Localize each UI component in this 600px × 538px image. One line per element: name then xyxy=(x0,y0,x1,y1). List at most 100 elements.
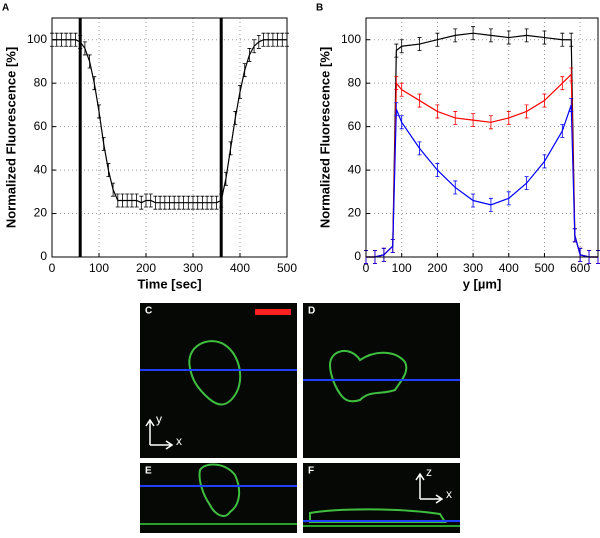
error-bar xyxy=(488,197,493,212)
x-tick-label: 500 xyxy=(534,261,554,275)
x-tick-label: 200 xyxy=(136,261,156,275)
error-bar xyxy=(488,28,493,43)
error-bar xyxy=(252,39,257,54)
cell-c xyxy=(188,340,242,406)
error-bar xyxy=(233,111,238,125)
error-bar xyxy=(435,163,440,178)
error-bar xyxy=(209,195,214,210)
error-bar xyxy=(228,141,233,156)
error-bar xyxy=(87,54,92,69)
error-bar xyxy=(417,93,422,108)
y-tick-label: 40 xyxy=(348,162,362,176)
error-bar xyxy=(560,124,565,138)
error-bar xyxy=(542,154,547,169)
x-tick-label: 400 xyxy=(499,261,519,275)
error-bar xyxy=(158,195,163,210)
error-bar xyxy=(524,176,529,191)
x-tick-label: 0 xyxy=(363,261,370,275)
error-bar xyxy=(266,32,271,47)
error-bar xyxy=(394,43,399,58)
error-bar xyxy=(560,76,565,91)
error-bar xyxy=(153,195,158,210)
error-bar xyxy=(578,247,583,262)
error-bar xyxy=(125,193,130,208)
error-bar xyxy=(162,195,167,210)
y-tick-label: 20 xyxy=(34,206,48,220)
panel-label: A xyxy=(2,3,9,14)
error-bar xyxy=(242,63,247,78)
error-bar xyxy=(256,34,261,49)
error-bar xyxy=(524,104,529,119)
error-bar xyxy=(506,111,511,125)
plot-frame xyxy=(51,17,288,258)
series-line xyxy=(366,104,598,258)
error-bar xyxy=(186,195,191,210)
series-line xyxy=(366,32,598,258)
x-tick-label: 0 xyxy=(49,261,56,275)
error-bar xyxy=(394,102,399,117)
x-tick-label: 100 xyxy=(392,261,412,275)
error-bar xyxy=(560,32,565,47)
x-tick-label: 200 xyxy=(427,261,447,275)
axis-label: z xyxy=(426,465,432,479)
cell-e xyxy=(198,463,241,517)
panel-label: F xyxy=(308,466,314,477)
error-bar xyxy=(101,137,106,151)
error-bar xyxy=(92,76,97,91)
error-bar xyxy=(223,171,228,186)
cell-d xyxy=(328,350,408,403)
y-tick-label: 80 xyxy=(348,75,362,89)
error-bar xyxy=(97,104,101,119)
series-line xyxy=(52,39,287,204)
error-bar xyxy=(129,193,134,208)
error-bar xyxy=(73,32,78,47)
axis-arrows-f xyxy=(415,472,444,504)
y-axis-label: Normalized Fluorescence [%] xyxy=(3,47,18,228)
x-tick-label: 300 xyxy=(463,261,483,275)
y-tick-label: 80 xyxy=(34,75,48,89)
error-bar xyxy=(247,48,252,62)
y-axis-label: Normalized Fluorescence [%] xyxy=(317,47,332,228)
panel-label: C xyxy=(145,306,152,317)
axis-label: y xyxy=(156,412,162,426)
error-bar xyxy=(488,115,493,130)
error-bar xyxy=(275,32,280,47)
x-axis-label: y [µm] xyxy=(463,276,502,291)
x-tick-label: 100 xyxy=(89,261,109,275)
x-tick-label: 500 xyxy=(277,261,297,275)
plot-frame xyxy=(365,17,599,258)
error-bar xyxy=(542,30,547,45)
error-bar xyxy=(167,195,172,210)
error-bar xyxy=(542,93,547,108)
y-tick-label: 100 xyxy=(27,32,47,46)
error-bar xyxy=(82,41,87,56)
error-bar xyxy=(68,32,73,47)
y-tick-label: 0 xyxy=(354,249,361,263)
error-bar xyxy=(59,32,64,47)
error-bar xyxy=(435,32,440,47)
error-bar xyxy=(54,32,59,47)
error-bar xyxy=(214,195,219,210)
error-bar xyxy=(471,193,476,208)
error-bar xyxy=(453,180,458,195)
error-bar xyxy=(261,32,266,47)
error-bar xyxy=(139,195,144,210)
axis-label: x xyxy=(446,487,452,501)
panel-label: E xyxy=(145,466,152,477)
panel-label: D xyxy=(308,306,315,317)
error-bar xyxy=(471,113,476,128)
error-bar xyxy=(219,193,224,208)
error-bar xyxy=(572,228,577,243)
error-bar xyxy=(435,104,440,119)
image-c xyxy=(140,303,297,458)
microscopy-images: y x z x C D E F xyxy=(140,303,460,533)
error-bar xyxy=(453,111,458,125)
error-bar xyxy=(569,32,574,47)
error-bar xyxy=(471,26,476,41)
error-bar xyxy=(200,195,205,210)
error-bar xyxy=(78,34,83,49)
error-bar xyxy=(238,84,242,99)
error-bar xyxy=(115,193,120,208)
error-bar xyxy=(181,195,186,210)
y-tick-label: 60 xyxy=(34,119,48,133)
